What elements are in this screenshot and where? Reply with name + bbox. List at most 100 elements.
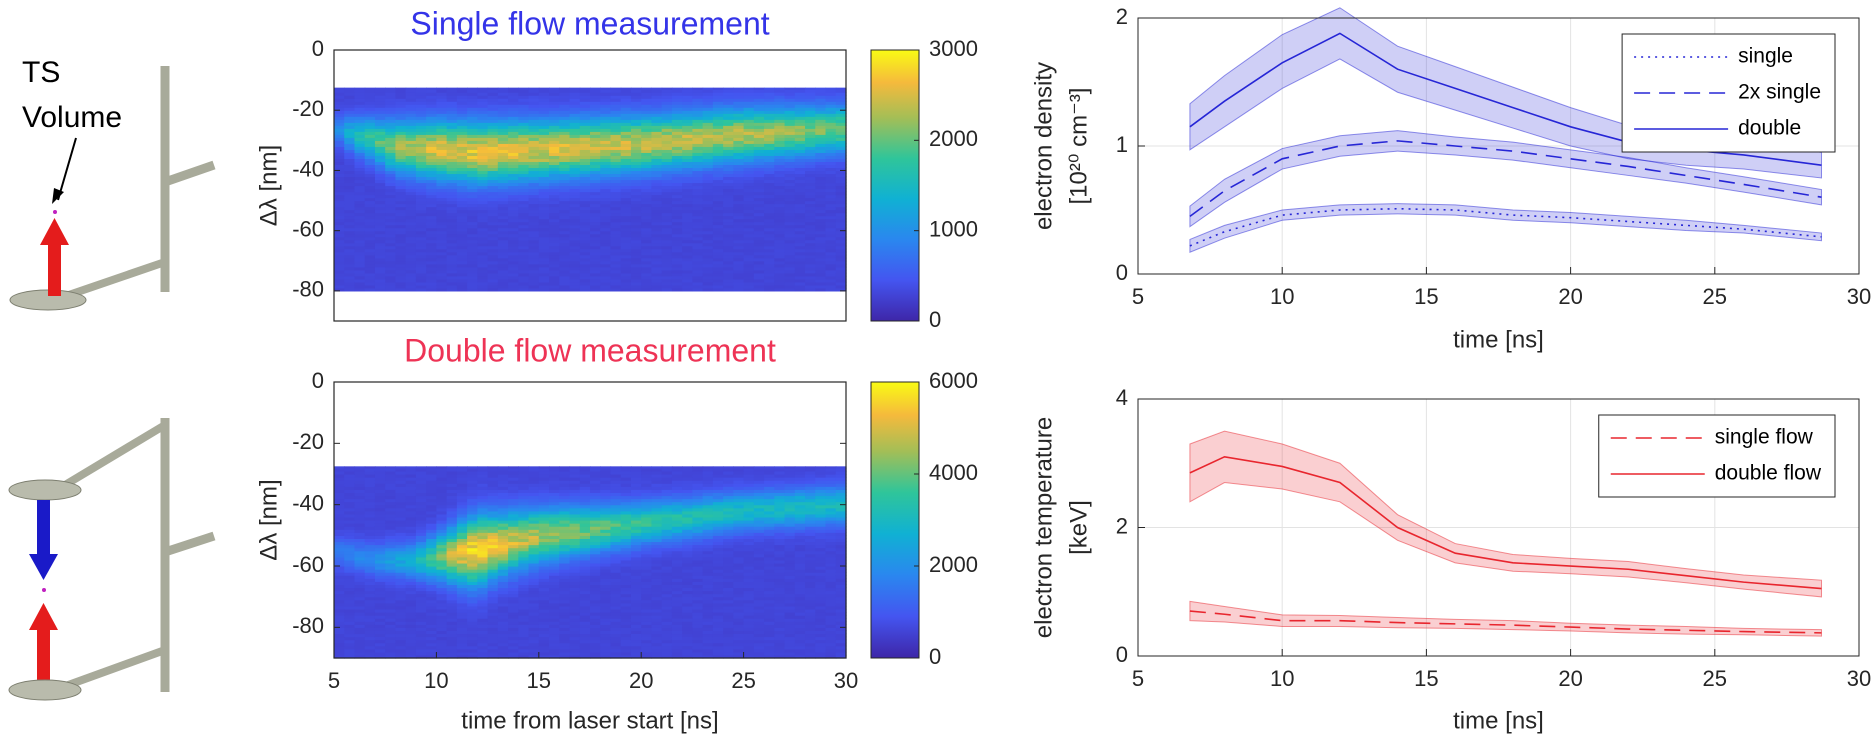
- heatmap-cell: [395, 88, 406, 90]
- heatmap-cell: [651, 88, 662, 90]
- illustration-bottom: [9, 418, 214, 700]
- heatmap-cell: [641, 88, 652, 90]
- heatmap-cell: [754, 88, 765, 90]
- heatmap-cell: [426, 88, 437, 90]
- heatmap-cell: [539, 466, 550, 468]
- heatmap-cell: [488, 466, 499, 468]
- y-tick-label: -40: [292, 156, 324, 181]
- heatmap-cell: [529, 88, 540, 90]
- heatmap-cell: [457, 466, 468, 468]
- heatmap-cell: [334, 466, 345, 468]
- disk: [9, 680, 81, 700]
- arrow-head: [29, 554, 58, 580]
- colorbar-tick-label: 1000: [929, 216, 978, 241]
- heatmap-cell: [447, 88, 458, 90]
- heatmap-cell: [426, 466, 437, 468]
- y-tick-label: -60: [292, 216, 324, 241]
- heatmap-cell: [457, 88, 468, 90]
- heatmap-cell: [488, 88, 499, 90]
- heatmap-cell: [385, 88, 396, 90]
- heatmap-cell: [723, 88, 734, 90]
- heatmap-cell: [703, 88, 714, 90]
- heatmap-cell: [508, 88, 519, 90]
- heatmap-cell: [631, 88, 642, 90]
- arm: [60, 262, 165, 298]
- heatmap-cell: [662, 88, 673, 90]
- arm: [165, 165, 214, 182]
- chart-title: Single flow measurement: [410, 5, 769, 41]
- y-axis-label: Δλ [nm]: [255, 145, 282, 226]
- heatmap-cell: [354, 466, 365, 468]
- heatmap-cell: [539, 88, 550, 90]
- heatmap-cell: [815, 88, 826, 90]
- heatmap-cell: [795, 88, 806, 90]
- heatmap-cell: [744, 88, 755, 90]
- heatmap-cell: [416, 466, 427, 468]
- heatmap-cell: [764, 88, 775, 90]
- heatmap-cell: [498, 88, 509, 90]
- arm: [60, 425, 165, 488]
- heatmap-cell: [406, 466, 417, 468]
- heatmap-cell: [590, 88, 601, 90]
- arrow-head: [40, 218, 69, 245]
- pointer-head: [52, 188, 64, 204]
- arrow-shaft: [48, 242, 61, 296]
- heatmap-cell: [570, 466, 581, 468]
- heatmap-cell: [447, 466, 458, 468]
- heatmap-cell: [621, 88, 632, 90]
- heatmap-cell: [334, 88, 345, 90]
- colorbar-tick-label: 0: [929, 307, 941, 332]
- heatmap-cell: [713, 88, 724, 90]
- y-tick-label: -20: [292, 96, 324, 121]
- heatmap-cell: [826, 88, 837, 90]
- heatmap-cell: [682, 88, 693, 90]
- heatmap-cell: [395, 466, 406, 468]
- ts-volume: [53, 210, 57, 214]
- arrow-head: [29, 603, 58, 630]
- heatmap-cell: [416, 88, 427, 90]
- heatmap-cell: [436, 466, 447, 468]
- heatmap-cell: [805, 88, 816, 90]
- heatmap-cell: [570, 88, 581, 90]
- heatmap-cell: [559, 466, 570, 468]
- colorbar-tick-label: 2000: [929, 126, 978, 151]
- heatmap-cell: [692, 88, 703, 90]
- heatmap-cell: [518, 88, 529, 90]
- heatmap-cell: [529, 466, 540, 468]
- heatmap-cell: [344, 466, 355, 468]
- annotation: TS: [22, 56, 60, 89]
- disk: [9, 480, 81, 500]
- arrow-shaft: [37, 500, 50, 556]
- annotation: Volume: [22, 101, 122, 134]
- heatmap-cell: [836, 88, 847, 90]
- heatmap-cell: [785, 88, 796, 90]
- heatmap-cell: [580, 88, 591, 90]
- heatmap-cell: [375, 88, 386, 90]
- heatmap-cell: [508, 466, 519, 468]
- heatmap-cells: [334, 466, 847, 658]
- heatmap-cell: [559, 88, 570, 90]
- heatmap-cell: [344, 88, 355, 90]
- heatmap-cell: [477, 466, 488, 468]
- colorbar-tick-label: 3000: [929, 36, 978, 61]
- heatmap-cell: [672, 88, 683, 90]
- heatmap-cell: [354, 88, 365, 90]
- heatmap-cell: [733, 88, 744, 90]
- arm: [60, 650, 165, 688]
- heatmap-cell: [610, 88, 621, 90]
- illustration-top: TS Volume: [10, 56, 214, 310]
- heatmap-cell: [549, 88, 560, 90]
- heatmap-cell: [518, 466, 529, 468]
- heatmap-cell: [365, 88, 376, 90]
- colorbar: [871, 50, 919, 321]
- heatmap-cell: [774, 88, 785, 90]
- ts-volume: [42, 588, 46, 592]
- heatmap-cell: [549, 466, 560, 468]
- heatmap-cells: [334, 88, 847, 292]
- arm: [165, 536, 214, 552]
- heatmap-cell: [498, 466, 509, 468]
- heatmap-cell: [600, 88, 611, 90]
- heatmap-cell: [365, 466, 376, 468]
- y-tick-label: -80: [292, 277, 324, 302]
